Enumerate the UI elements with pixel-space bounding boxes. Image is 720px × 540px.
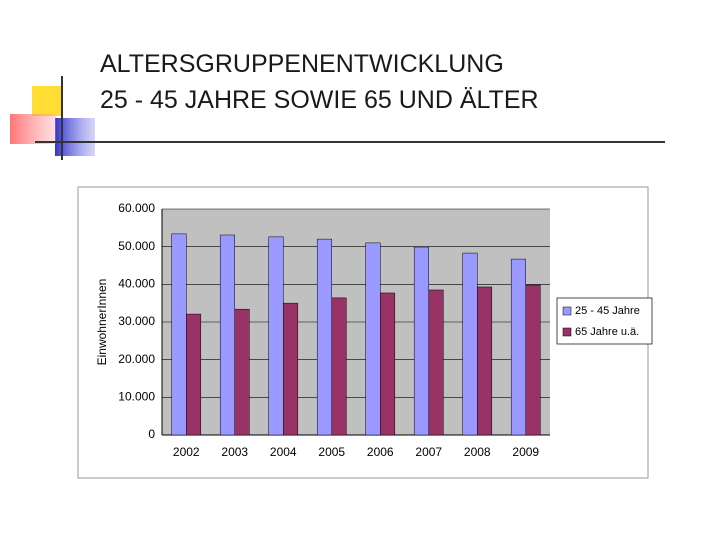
y-tick-label: 0: [148, 427, 155, 441]
bar: [510, 258, 527, 436]
x-tick-label: 2007: [415, 445, 442, 459]
y-tick-label: 20.000: [118, 352, 155, 366]
x-tick-label: 2009: [512, 445, 539, 459]
x-tick-label: 2003: [221, 445, 248, 459]
x-tick-label: 2008: [464, 445, 491, 459]
legend: [556, 297, 653, 345]
legend-swatch: [562, 306, 572, 316]
chart-subtitle: 25 - 45 JAHRE SOWIE 65 UND ÄLTER: [100, 86, 539, 114]
bar: [428, 289, 444, 436]
y-tick-label: 50.000: [118, 239, 155, 253]
bar: [268, 236, 284, 436]
bar: [365, 242, 381, 436]
bar: [380, 292, 396, 436]
legend-label: 65 Jahre u.ä.: [575, 326, 639, 338]
bar: [331, 297, 347, 436]
bar: [186, 313, 202, 436]
deco-yellow: [32, 86, 62, 116]
bar: [477, 286, 493, 436]
bar: [171, 233, 187, 436]
y-axis-label: EinwohnerInnen: [95, 279, 109, 366]
bar: [525, 284, 541, 436]
bar: [462, 252, 478, 436]
chart-title: ALTERSGRUPPENENTWICKLUNG: [100, 50, 504, 78]
x-tick-label: 2002: [173, 445, 200, 459]
bar: [234, 308, 250, 436]
y-tick-label: 30.000: [118, 314, 155, 328]
bar: [219, 234, 235, 436]
deco-red: [10, 114, 56, 144]
legend-label: 25 - 45 Jahre: [575, 305, 640, 317]
bar: [316, 238, 333, 436]
x-tick-label: 2004: [270, 445, 297, 459]
y-tick-label: 40.000: [118, 277, 155, 291]
y-tick-label: 60.000: [118, 201, 155, 215]
y-tick-label: 10.000: [118, 390, 155, 404]
bar: [283, 302, 299, 436]
legend-swatch: [562, 327, 572, 337]
x-tick-label: 2005: [318, 445, 345, 459]
x-tick-label: 2006: [367, 445, 394, 459]
bar: [413, 246, 430, 436]
